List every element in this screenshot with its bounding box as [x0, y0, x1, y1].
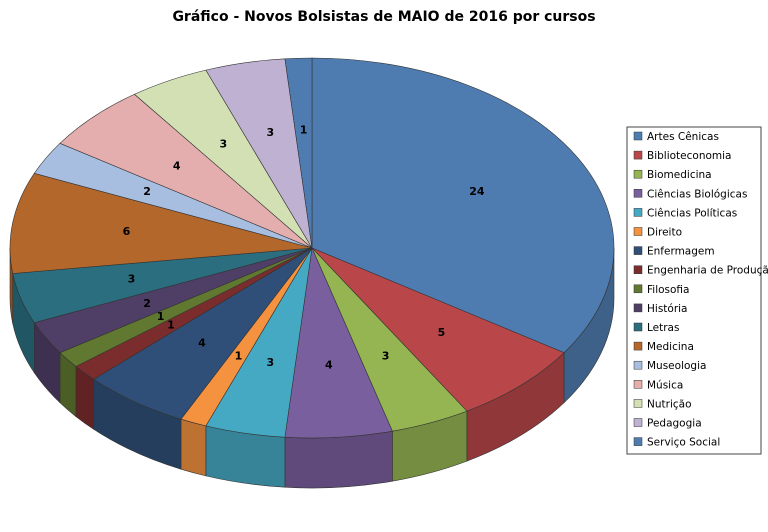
data-label: 3 [267, 356, 275, 369]
legend-label: Artes Cênicas [647, 131, 719, 143]
data-label: 3 [382, 349, 390, 362]
legend-swatch [633, 131, 643, 141]
legend-swatch [633, 303, 643, 313]
data-label: 2 [143, 297, 151, 310]
data-label: 6 [123, 225, 131, 238]
legend-label: Biomedicina [647, 169, 712, 181]
legend-swatch [633, 341, 643, 351]
legend-label: Direito [647, 227, 682, 239]
chart-title: Gráfico - Novos Bolsistas de MAIO de 201… [172, 9, 595, 25]
pie-slice [284, 57, 313, 249]
data-label: 1 [300, 123, 308, 136]
data-label: 3 [267, 126, 275, 139]
legend-swatch [633, 246, 643, 255]
legend-swatch [633, 227, 643, 236]
data-label: 2 [143, 185, 151, 198]
legend-label: Museologia [647, 360, 706, 372]
legend-label: Nutrição [647, 398, 692, 410]
data-label: 4 [325, 358, 333, 371]
legend-box [626, 126, 762, 455]
legend-label: Filosofia [647, 284, 689, 296]
legend-label: Pedagogia [647, 418, 702, 430]
legend-swatch [633, 169, 643, 179]
pie-side [180, 418, 207, 477]
pie-slice [311, 57, 615, 354]
pie-slice [311, 247, 565, 412]
pie-side [284, 430, 393, 489]
legend-swatch [633, 380, 643, 389]
legend-label: Medicina [647, 341, 694, 353]
legend-swatch [633, 265, 643, 274]
data-label: 1 [157, 310, 165, 323]
legend-label: Biblioteconomia [647, 150, 731, 162]
legend-label: Serviço Social [647, 437, 720, 449]
legend-label: Enfermagem [647, 246, 715, 258]
data-label: 1 [235, 349, 243, 362]
data-label: 5 [438, 326, 446, 339]
legend-label: Ciências Biológicas [647, 188, 747, 200]
data-label: 1 [167, 319, 175, 332]
data-label: 3 [128, 272, 136, 285]
legend-label: Letras [647, 322, 679, 334]
legend-swatch [633, 360, 643, 370]
legend-swatch [633, 418, 643, 427]
legend-label: Música [647, 379, 683, 391]
data-label: 24 [469, 185, 485, 198]
legend: Artes Cênicas Biblioteconomia Biomedicina C… [633, 131, 768, 449]
pie-slice [9, 172, 313, 274]
legend-swatch [633, 322, 643, 332]
legend-swatch [633, 437, 643, 446]
legend-swatch [633, 208, 643, 217]
legend-label: Ciências Políticas [647, 207, 737, 219]
legend-swatch [633, 284, 643, 294]
data-label: 3 [219, 137, 227, 150]
data-label: 4 [173, 160, 181, 173]
legend-swatch [633, 399, 643, 408]
legend-swatch [633, 189, 643, 198]
legend-label: Engenharia de Produção [647, 265, 768, 277]
data-label: 4 [198, 336, 206, 349]
legend-swatch [633, 150, 643, 160]
legend-label: História [647, 303, 688, 315]
